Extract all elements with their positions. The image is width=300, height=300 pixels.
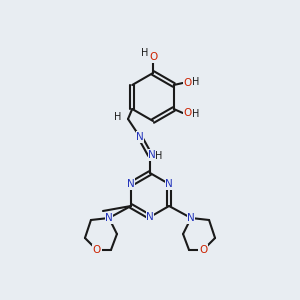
Text: O: O bbox=[184, 78, 192, 88]
Text: N: N bbox=[136, 132, 144, 142]
Text: H: H bbox=[155, 151, 163, 161]
Text: H: H bbox=[192, 77, 200, 87]
Text: H: H bbox=[114, 112, 122, 122]
Text: N: N bbox=[165, 179, 173, 189]
Text: N: N bbox=[146, 212, 154, 222]
Text: N: N bbox=[148, 150, 156, 160]
Text: H: H bbox=[192, 109, 200, 119]
Text: N: N bbox=[127, 179, 135, 189]
Text: N: N bbox=[187, 213, 195, 223]
Text: N: N bbox=[105, 213, 113, 223]
Text: H: H bbox=[141, 48, 149, 58]
Text: O: O bbox=[93, 245, 101, 255]
Text: O: O bbox=[199, 245, 207, 255]
Text: O: O bbox=[149, 52, 157, 62]
Text: O: O bbox=[184, 108, 192, 118]
